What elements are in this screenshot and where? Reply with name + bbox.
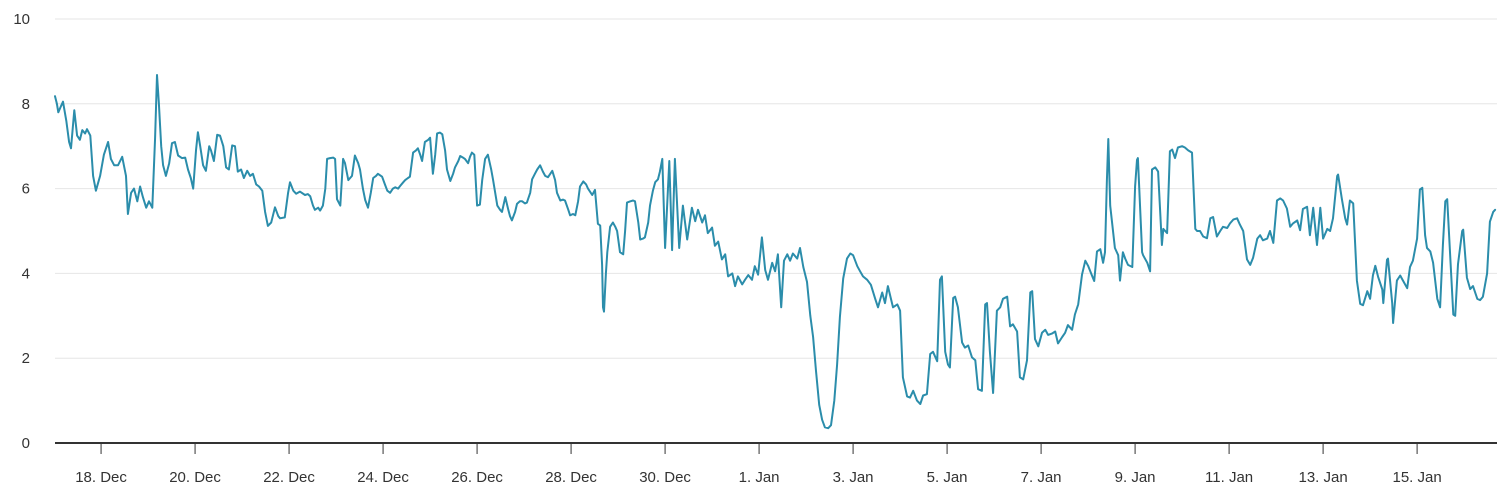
x-tick-label: 7. Jan [1021, 469, 1062, 486]
x-tick-label: 15. Jan [1392, 469, 1441, 486]
y-tick-label: 0 [22, 435, 30, 452]
y-tick-label: 2 [22, 350, 30, 367]
x-tick-label: 5. Jan [927, 469, 968, 486]
x-tick-label: 30. Dec [639, 469, 691, 486]
x-tick-label: 26. Dec [451, 469, 503, 486]
y-tick-label: 8 [22, 96, 30, 113]
x-tick-label: 28. Dec [545, 469, 597, 486]
x-tick-label: 9. Jan [1115, 469, 1156, 486]
x-tick-label: 24. Dec [357, 469, 409, 486]
x-tick-label: 1. Jan [739, 469, 780, 486]
x-tick-label: 20. Dec [169, 469, 221, 486]
x-tick-label: 3. Jan [833, 469, 874, 486]
y-tick-label: 4 [22, 265, 30, 282]
series-line[interactable] [54, 74, 1497, 430]
x-tick-label: 18. Dec [75, 469, 127, 486]
y-tick-label: 10 [13, 11, 30, 28]
x-tick-label: 22. Dec [263, 469, 315, 486]
x-tick-label: 13. Jan [1298, 469, 1347, 486]
x-tick-label: 11. Jan [1205, 469, 1253, 486]
y-tick-label: 6 [22, 181, 30, 198]
